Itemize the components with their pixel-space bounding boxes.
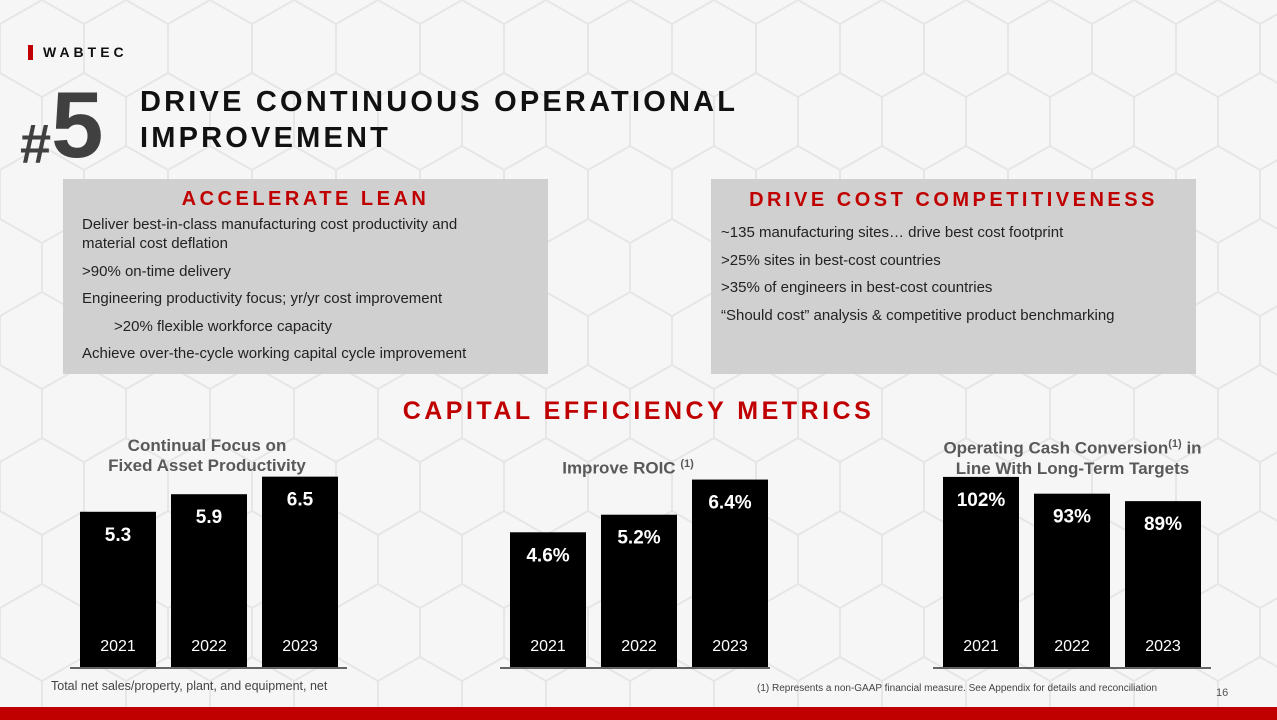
- bar-2022: [601, 514, 677, 667]
- bar-2023: [262, 476, 338, 667]
- bar-value-label: 6.4%: [708, 493, 751, 514]
- bar-value-label: 5.3: [105, 525, 131, 546]
- accelerate-lean-heading: ACCELERATE LEAN: [181, 188, 430, 210]
- bar-2021: [80, 511, 156, 667]
- chart-title-text: in: [1181, 438, 1202, 458]
- bar-2023: [692, 479, 768, 667]
- category-label: 2022: [1054, 638, 1090, 655]
- capital-efficiency-heading: CAPITAL EFFICIENCY METRICS: [402, 397, 875, 425]
- bar-2022: [171, 494, 247, 667]
- slide-digit: 5: [51, 72, 103, 177]
- lean-item: Deliver best-in-class manufacturing cost…: [82, 216, 458, 233]
- accelerate-lean-box: ACCELERATE LEAN Deliver best-in-class ma…: [63, 179, 548, 374]
- bar-2023: [1125, 501, 1201, 667]
- bar-2021: [943, 476, 1019, 667]
- chart-title-line: Continual Focus on: [127, 436, 287, 455]
- fixed-asset-productivity-chart: 5.3 2021 5.9 2022 6.5 2023: [70, 476, 347, 669]
- cash-conversion-chart: 102% 2021 93% 2022 89% 2023: [933, 476, 1211, 669]
- cost-item: >25% sites in best-cost countries: [721, 252, 941, 269]
- chart-title-text: Improve ROIC: [562, 458, 676, 478]
- category-label: 2023: [282, 638, 318, 655]
- category-label: 2022: [191, 638, 227, 655]
- roic-chart: 4.6% 2021 5.2% 2022 6.4% 2023: [500, 479, 770, 669]
- category-label: 2023: [712, 638, 748, 655]
- footer-red-bar: [0, 707, 1277, 720]
- wabtec-logo: WABTEC: [28, 44, 128, 60]
- cost-item: “Should cost” analysis & competitive pro…: [721, 307, 1115, 324]
- bar-2021: [510, 532, 586, 667]
- bar-value-label: 6.5: [287, 490, 314, 511]
- page-title: DRIVE CONTINUOUS OPERATIONAL IMPROVEMENT: [140, 84, 738, 156]
- page-number: 16: [1216, 687, 1229, 699]
- lean-item: Engineering productivity focus; yr/yr co…: [82, 290, 443, 307]
- lean-subitem: >20% flexible workforce capacity: [114, 318, 333, 335]
- category-label: 2021: [963, 638, 999, 655]
- category-label: 2023: [1145, 638, 1181, 655]
- logo-bar: [28, 44, 33, 60]
- bar-value-label: 93%: [1053, 507, 1091, 528]
- chart-title-line: Operating Cash Conversion(1) in: [900, 434, 1245, 459]
- lean-item: Achieve over-the-cycle working capital c…: [82, 345, 467, 362]
- slide-number-badge: #5: [20, 78, 103, 175]
- cost-competitiveness-heading: DRIVE COST COMPETITIVENESS: [749, 189, 1158, 211]
- category-label: 2022: [621, 638, 657, 655]
- bar-value-label: 5.9: [196, 507, 222, 528]
- chart-title-roic: Improve ROIC (1): [478, 454, 778, 479]
- chart-title-line: Fixed Asset Productivity: [108, 456, 306, 475]
- chart-title-fixed-asset: Continual Focus on Fixed Asset Productiv…: [57, 436, 357, 476]
- title-line-1: DRIVE CONTINUOUS OPERATIONAL: [140, 86, 739, 118]
- bar-value-label: 4.6%: [526, 545, 569, 566]
- left-footnote: Total net sales/property, plant, and equ…: [51, 679, 328, 693]
- bar-value-label: 89%: [1144, 514, 1182, 535]
- non-gaap-footnote: (1) Represents a non-GAAP financial meas…: [757, 683, 1158, 694]
- category-label: 2021: [530, 638, 566, 655]
- bar-value-label: 5.2%: [617, 528, 660, 549]
- cost-item: ~135 manufacturing sites… drive best cos…: [721, 224, 1064, 241]
- bar-2022: [1034, 493, 1110, 667]
- bar-value-label: 102%: [957, 490, 1006, 511]
- hash-symbol: #: [20, 112, 52, 175]
- logo-text: WABTEC: [43, 44, 128, 60]
- chart-title-text: Operating Cash Conversion: [943, 438, 1169, 458]
- category-label: 2021: [100, 638, 136, 655]
- title-line-2: IMPROVEMENT: [140, 122, 392, 154]
- lean-item: material cost deflation: [82, 235, 228, 252]
- cost-competitiveness-box: DRIVE COST COMPETITIVENESS ~135 manufact…: [711, 179, 1196, 374]
- chart-title-footnote-marker: (1): [1168, 438, 1182, 450]
- chart-title-footnote-marker: (1): [680, 458, 694, 470]
- cost-item: >35% of engineers in best-cost countries: [721, 279, 993, 296]
- chart-title-line: Line With Long-Term Targets: [955, 458, 1190, 478]
- lean-item: >90% on-time delivery: [82, 263, 231, 280]
- chart-title-cash-conversion: Operating Cash Conversion(1) in Line Wit…: [900, 434, 1245, 479]
